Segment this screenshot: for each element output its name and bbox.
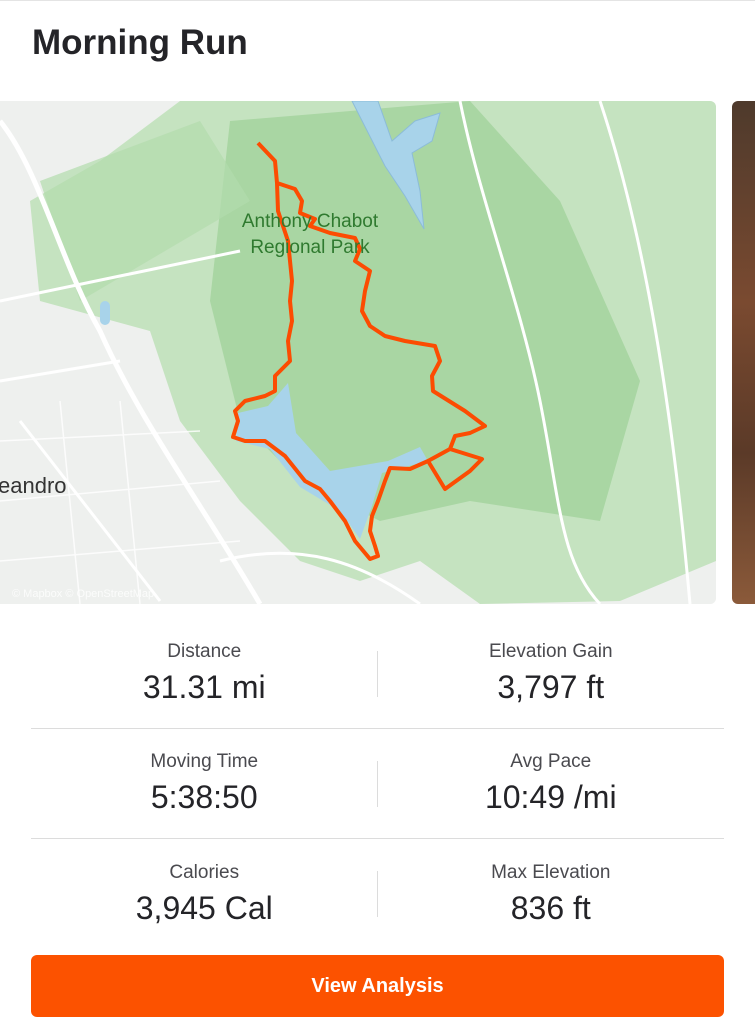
stat-distance: Distance 31.31 mi — [142, 641, 266, 705]
stats-row: Moving Time 5:38:50 Avg Pace 10:49 /mi — [31, 729, 724, 839]
city-label: eandro — [0, 473, 67, 498]
route-map[interactable]: Anthony Chabot Regional Park eandro © Ma… — [0, 101, 716, 604]
stats-row: Calories 3,945 Cal Max Elevation 836 ft — [31, 839, 724, 949]
forest-area — [210, 101, 640, 521]
route-line — [231, 141, 487, 561]
stats-grid: Distance 31.31 mi Elevation Gain 3,797 ft … — [31, 619, 724, 949]
stat-elevation-gain: Elevation Gain 3,797 ft — [488, 641, 613, 705]
stat-calories: Calories 3,945 Cal — [135, 861, 273, 926]
upper-lake — [351, 101, 441, 230]
stat-max-elevation: Max Elevation 836 ft — [491, 861, 611, 926]
stat-moving-time: Moving Time 5:38:50 — [150, 751, 259, 815]
stats-row: Distance 31.31 mi Elevation Gain 3,797 ft — [31, 619, 724, 729]
map-attribution[interactable]: © Mapbox © OpenStreetMap — [12, 588, 154, 600]
view-analysis-button[interactable]: View Analysis — [31, 955, 724, 1017]
activity-photo[interactable] — [732, 101, 755, 604]
park-label-2: Regional Park — [250, 237, 370, 258]
lake-chabot — [236, 383, 428, 539]
park-label: Anthony Chabot — [242, 211, 379, 232]
activity-title: Morning Run — [32, 23, 248, 62]
stat-avg-pace: Avg Pace 10:49 /mi — [484, 751, 617, 815]
